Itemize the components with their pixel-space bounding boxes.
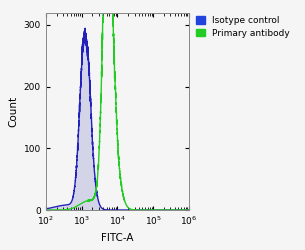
Legend: Isotype control, Primary antibody: Isotype control, Primary antibody [192,12,293,41]
X-axis label: FITC-A: FITC-A [101,233,134,243]
Y-axis label: Count: Count [8,96,18,127]
